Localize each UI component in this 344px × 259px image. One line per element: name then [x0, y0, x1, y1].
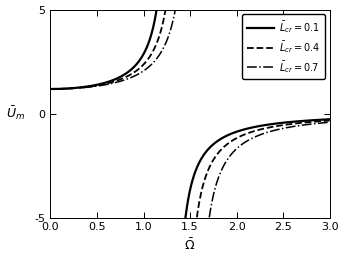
- $\bar{L}_{cr} = 0.7$: [108, 82, 112, 85]
- $\bar{L}_{cr} = 0.4$: [163, 8, 168, 11]
- Line: $\bar{L}_{cr} = 0.4$: $\bar{L}_{cr} = 0.4$: [51, 10, 165, 89]
- $\bar{L}_{cr} = 0.4$: [49, 88, 53, 91]
- $\bar{L}_{cr} = 0.7$: [72, 87, 76, 90]
- $\bar{L}_{cr} = 0.4$: [71, 87, 75, 90]
- $\bar{L}_{cr} = 0.7$: [90, 85, 95, 88]
- $\bar{L}_{cr} = 0.1$: [133, 65, 137, 68]
- Legend: $\bar{L}_{cr} = 0.1$, $\bar{L}_{cr} = 0.4$, $\bar{L}_{cr} = 0.7$: $\bar{L}_{cr} = 0.1$, $\bar{L}_{cr} = 0.…: [242, 15, 325, 80]
- $\bar{L}_{cr} = 0.1$: [49, 88, 53, 91]
- $\bar{L}_{cr} = 0.4$: [157, 35, 161, 38]
- $\bar{L}_{cr} = 0.4$: [109, 81, 113, 84]
- X-axis label: $\bar{\Omega}$: $\bar{\Omega}$: [184, 238, 196, 254]
- $\bar{L}_{cr} = 0.4$: [82, 86, 86, 89]
- $\bar{L}_{cr} = 0.7$: [49, 88, 53, 91]
- Line: $\bar{L}_{cr} = 0.7$: $\bar{L}_{cr} = 0.7$: [51, 10, 175, 89]
- Y-axis label: $\bar{U}_m$: $\bar{U}_m$: [6, 105, 25, 122]
- $\bar{L}_{cr} = 0.1$: [68, 87, 72, 90]
- $\bar{L}_{cr} = 0.1$: [132, 66, 136, 69]
- $\bar{L}_{cr} = 0.7$: [55, 87, 60, 90]
- $\bar{L}_{cr} = 0.7$: [130, 76, 134, 79]
- $\bar{L}_{cr} = 0.4$: [125, 75, 129, 78]
- $\bar{L}_{cr} = 0.1$: [56, 87, 61, 90]
- $\bar{L}_{cr} = 0.4$: [126, 75, 130, 78]
- $\bar{L}_{cr} = 0.1$: [124, 72, 128, 75]
- $\bar{L}_{cr} = 0.1$: [96, 83, 100, 86]
- Line: $\bar{L}_{cr} = 0.1$: $\bar{L}_{cr} = 0.1$: [51, 10, 157, 89]
- $\bar{L}_{cr} = 0.1$: [154, 8, 159, 11]
- $\bar{L}_{cr} = 0.7$: [89, 85, 94, 88]
- $\bar{L}_{cr} = 0.7$: [173, 8, 178, 11]
